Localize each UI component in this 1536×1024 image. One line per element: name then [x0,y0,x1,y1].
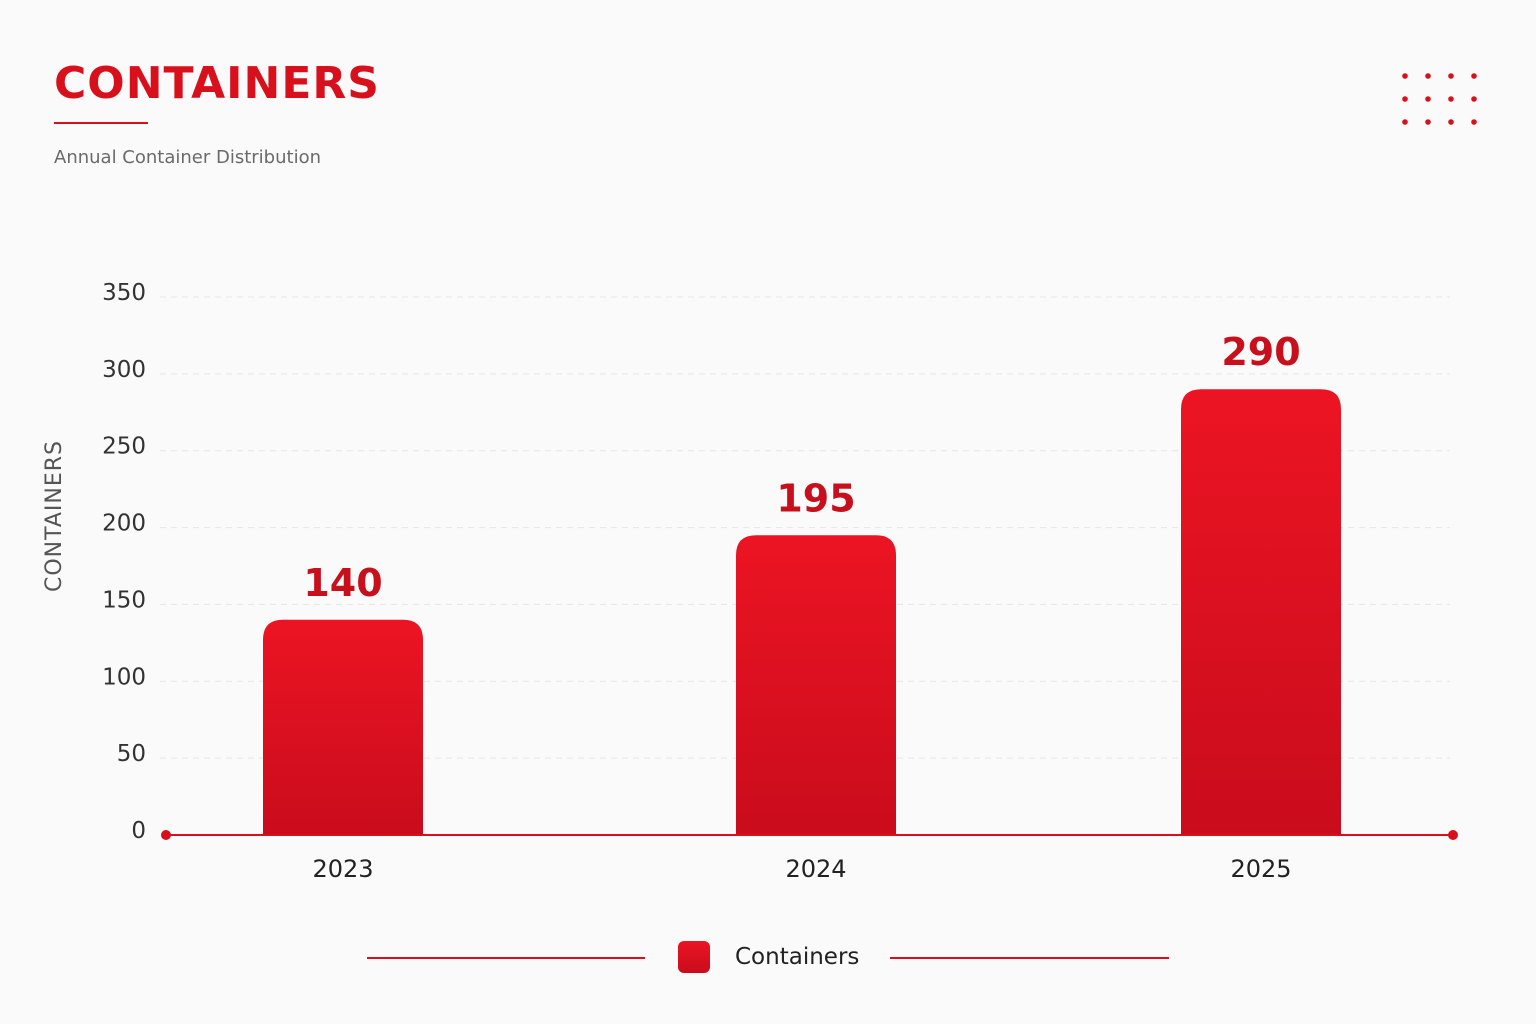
x-tick-label: 2025 [1230,855,1291,883]
x-tick-label: 2023 [312,855,373,883]
legend-label: Containers [735,944,860,970]
y-tick-label: 50 [117,741,146,767]
y-tick-label: 0 [131,818,146,844]
title-underline [54,122,148,124]
x-tick-label: 2024 [785,855,846,883]
y-tick-label: 100 [102,664,146,690]
y-tick-label: 150 [102,587,146,613]
bar-value-label: 290 [1221,330,1300,374]
bar-2024 [736,535,896,835]
legend-swatch [678,941,710,973]
legend: Containers [367,936,1169,980]
bar-value-label: 140 [303,561,382,605]
x-axis-end-dot [1448,830,1458,840]
y-tick-label: 250 [102,434,146,460]
legend-left-line [367,957,645,959]
bar-value-label: 195 [776,476,855,520]
bar-2023 [263,619,423,835]
y-axis-label: CONTAINERS [42,440,67,592]
page-subtitle: Annual Container Distribution [54,147,321,168]
dot-grid-icon [1402,73,1477,125]
x-axis-start-dot [161,830,171,840]
y-tick-label: 200 [102,511,146,537]
legend-right-line [890,957,1169,959]
y-tick-label: 350 [102,280,146,306]
page-title: CONTAINERS [54,58,380,109]
y-tick-label: 300 [102,357,146,383]
bar-2025 [1181,389,1341,835]
